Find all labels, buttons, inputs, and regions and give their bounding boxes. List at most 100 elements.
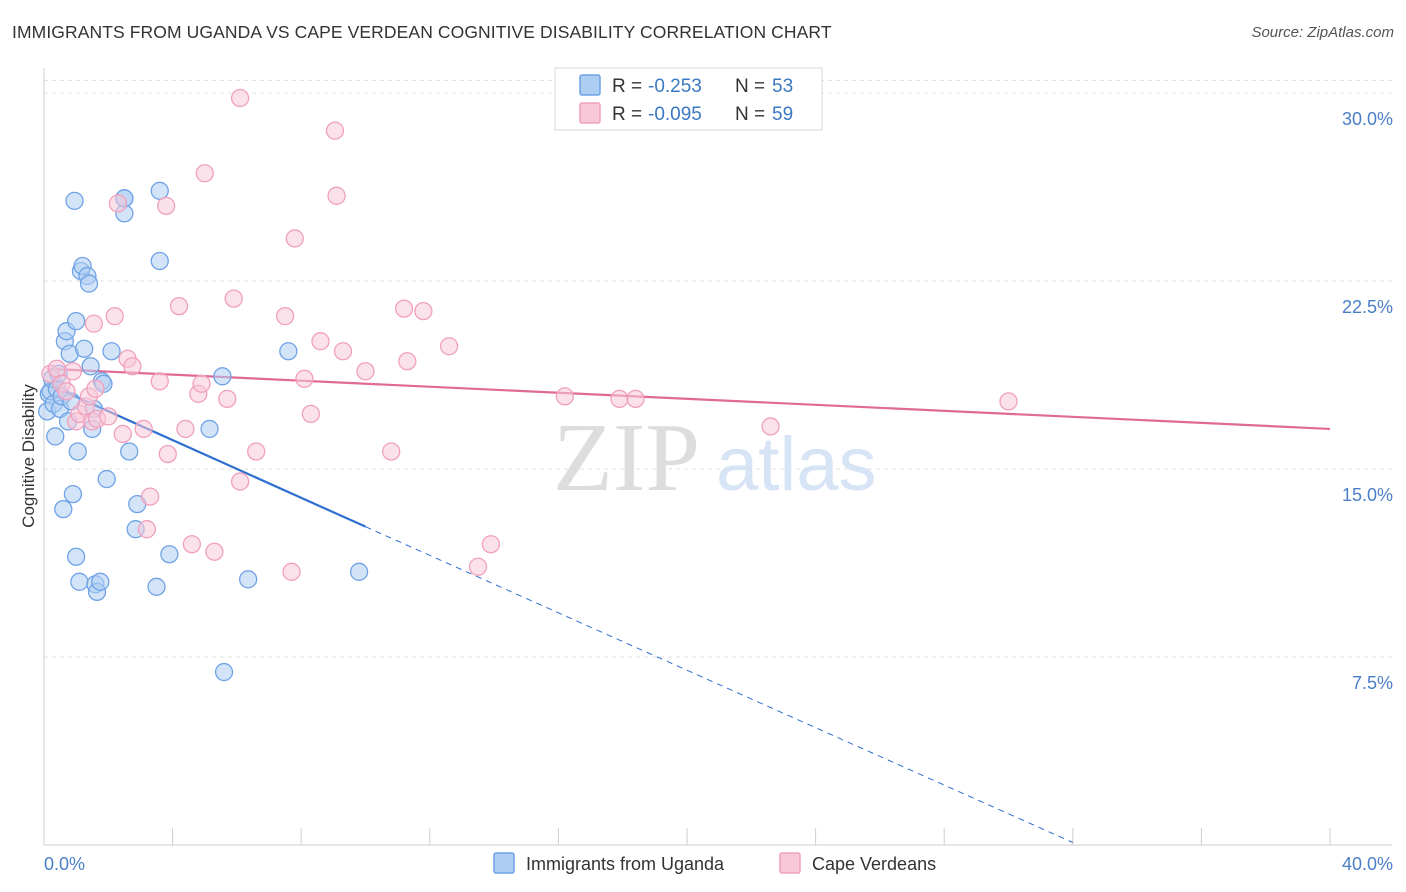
point-1-52 xyxy=(481,535,501,554)
trend-line-extension-0 xyxy=(365,526,1074,843)
legend: R = -0.253 N = 53 R = -0.095 N = 59 xyxy=(554,67,823,131)
point-1-45 xyxy=(356,362,375,381)
point-0-50 xyxy=(279,342,298,361)
trend-line-1 xyxy=(47,367,1331,431)
data-points xyxy=(38,88,1018,682)
point-1-14 xyxy=(108,194,128,213)
point-1-19 xyxy=(137,520,157,539)
x-tick-label-0: 0.0% xyxy=(44,854,85,874)
point-1-43 xyxy=(327,186,346,205)
point-1-3 xyxy=(57,382,76,401)
point-0-24 xyxy=(75,339,94,358)
point-1-10 xyxy=(84,314,103,333)
point-1-32 xyxy=(224,289,243,308)
point-0-39 xyxy=(120,442,139,461)
point-1-12 xyxy=(99,407,118,426)
point-1-51 xyxy=(468,557,488,576)
bottom-legend-label-capeverde: Cape Verdeans xyxy=(812,854,936,874)
point-1-4 xyxy=(63,362,83,381)
point-0-48 xyxy=(214,662,234,682)
point-0-35 xyxy=(97,469,116,489)
point-0-43 xyxy=(150,251,169,271)
y-tick-label-2: 22.5% xyxy=(1342,297,1393,317)
bottom-legend-swatch-uganda xyxy=(493,852,515,874)
legend-swatch-uganda xyxy=(579,74,601,96)
point-1-54 xyxy=(610,389,629,409)
point-1-42 xyxy=(325,121,345,140)
point-0-32 xyxy=(91,572,110,591)
legend-n-value-capeverde: 59 xyxy=(772,104,793,125)
point-1-48 xyxy=(398,352,417,371)
point-1-25 xyxy=(176,419,195,439)
point-0-17 xyxy=(65,191,84,210)
point-0-47 xyxy=(213,367,232,386)
point-1-44 xyxy=(333,342,353,361)
legend-n-label-capeverde: N = xyxy=(735,104,770,125)
point-1-26 xyxy=(182,535,202,554)
point-0-42 xyxy=(147,577,166,596)
point-0-10 xyxy=(54,499,73,519)
bottom-legend-swatch-capeverde xyxy=(779,852,801,874)
point-1-56 xyxy=(761,417,780,436)
point-0-26 xyxy=(79,274,99,293)
y-tick-labels: 7.5% 15.0% 22.5% 30.0% xyxy=(1342,109,1393,693)
point-1-20 xyxy=(140,487,160,506)
point-1-57 xyxy=(999,392,1018,411)
point-1-28 xyxy=(192,374,211,393)
point-0-45 xyxy=(160,545,179,564)
point-1-34 xyxy=(247,442,266,461)
point-1-39 xyxy=(295,369,314,388)
bottom-legend-label-uganda: Immigrants from Uganda xyxy=(526,854,725,874)
point-1-46 xyxy=(382,442,401,461)
y-tick-label-3: 30.0% xyxy=(1342,109,1393,129)
point-0-20 xyxy=(67,547,86,566)
legend-swatch-capeverde xyxy=(579,102,601,124)
point-1-49 xyxy=(414,301,433,321)
point-0-46 xyxy=(200,419,219,439)
legend-r-label-capeverde: R = xyxy=(612,104,647,125)
point-0-5 xyxy=(46,427,65,446)
point-1-53 xyxy=(555,387,574,406)
point-1-41 xyxy=(311,332,330,351)
point-1-22 xyxy=(157,196,176,216)
legend-r-label-uganda: R = xyxy=(612,76,647,97)
point-0-18 xyxy=(67,312,86,331)
point-1-15 xyxy=(113,424,132,444)
point-1-50 xyxy=(439,337,459,356)
point-1-21 xyxy=(150,372,169,391)
bottom-legend: Immigrants from Uganda Cape Verdeans xyxy=(493,852,936,874)
x-tick-labels: 0.0% 40.0% xyxy=(44,854,1393,874)
legend-r-value-capeverde: -0.095 xyxy=(648,104,702,125)
y-tick-label-1: 15.0% xyxy=(1342,485,1393,505)
source-label: Source: ZipAtlas.com xyxy=(1251,24,1394,41)
watermark: ZIP atlas xyxy=(553,404,877,512)
point-1-33 xyxy=(230,472,250,491)
point-1-55 xyxy=(626,389,645,409)
x-tick-label-1: 40.0% xyxy=(1342,854,1393,874)
y-axis-title: Cognitive Disability xyxy=(19,384,38,528)
point-1-58 xyxy=(86,379,105,398)
legend-n-value-uganda: 53 xyxy=(772,76,793,97)
legend-n-label-uganda: N = xyxy=(735,76,770,97)
legend-r-value-uganda: -0.253 xyxy=(648,76,702,97)
point-0-36 xyxy=(102,342,121,361)
point-1-23 xyxy=(158,444,177,464)
point-0-49 xyxy=(239,570,258,589)
chart-title: IMMIGRANTS FROM UGANDA VS CAPE VERDEAN C… xyxy=(12,22,832,42)
point-1-1 xyxy=(47,359,67,378)
point-1-35 xyxy=(230,88,250,108)
point-0-27 xyxy=(81,357,100,376)
y-tick-label-0: 7.5% xyxy=(1352,673,1393,693)
point-0-21 xyxy=(70,572,89,591)
point-1-36 xyxy=(275,306,295,326)
point-1-31 xyxy=(218,389,237,409)
point-1-29 xyxy=(195,164,214,183)
point-1-47 xyxy=(394,299,414,318)
watermark-zip: ZIP xyxy=(553,404,700,512)
point-1-37 xyxy=(282,562,301,581)
point-1-38 xyxy=(285,229,304,248)
point-1-17 xyxy=(123,357,142,376)
point-1-13 xyxy=(105,306,124,326)
point-0-19 xyxy=(68,442,87,461)
